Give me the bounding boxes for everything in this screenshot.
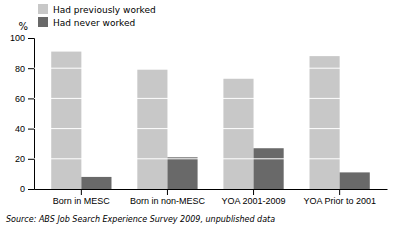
- bar: [81, 177, 111, 189]
- y-tick-label: 20: [15, 154, 25, 164]
- y-tick-mark: [28, 98, 34, 99]
- y-tick-label: 80: [15, 64, 25, 74]
- legend: Had previously worked Had never worked: [38, 4, 156, 28]
- grid-line: [34, 98, 387, 99]
- legend-label: Had never worked: [53, 18, 135, 28]
- bar: [167, 157, 197, 189]
- x-tick: YOA 2001-2009: [222, 189, 286, 206]
- x-tick-label: Born in MESC: [53, 196, 111, 206]
- x-axis: Born in MESC Born in non-MESC YOA 2001-200…: [35, 189, 388, 206]
- grid-line: [34, 68, 387, 69]
- bar: [137, 70, 167, 189]
- y-tick-label: 60: [15, 94, 25, 104]
- y-tick: 0: [20, 184, 34, 194]
- y-axis-line: [28, 39, 35, 190]
- x-tick: Born in non-MESC: [130, 189, 206, 206]
- x-tick-mark: [339, 189, 340, 195]
- grid-line: [34, 128, 387, 129]
- y-tick-label: 40: [15, 124, 25, 134]
- legend-item: Had previously worked: [38, 4, 156, 15]
- x-tick-label: YOA 2001-2009: [222, 196, 286, 206]
- series: [51, 52, 339, 189]
- grid-line: [34, 158, 387, 159]
- legend-swatch: [38, 4, 48, 14]
- bar: [223, 79, 253, 189]
- bar: [310, 56, 340, 189]
- source-note: Source: ABS Job Search Experience Survey…: [6, 215, 275, 224]
- bar: [51, 52, 81, 189]
- y-axis: 0 20 40 60 80 100: [10, 33, 35, 194]
- series: [81, 148, 369, 189]
- y-axis-title: %: [18, 21, 28, 32]
- y-tick-label: 100: [10, 33, 25, 43]
- y-tick-mark: [28, 68, 34, 69]
- x-tick: Born in MESC: [53, 189, 111, 206]
- y-tick-mark: [28, 129, 34, 130]
- x-tick-mark: [167, 189, 168, 195]
- y-tick: 100: [10, 33, 34, 43]
- bar: [340, 172, 370, 189]
- plot: 0 20 40 60 80 100 Born in MESC Born in non-MESC…: [10, 33, 388, 206]
- x-tick: YOA Prior to 2001: [303, 189, 376, 206]
- y-tick: 40: [15, 124, 34, 134]
- y-tick-mark: [28, 189, 34, 190]
- chart: 0 20 40 60 80 100 Born in MESC Born in non-MESC…: [0, 0, 397, 227]
- legend-swatch: [38, 17, 48, 27]
- x-tick-label: Born in non-MESC: [130, 196, 206, 206]
- y-tick-mark: [28, 159, 34, 160]
- y-tick-label: 0: [20, 184, 25, 194]
- x-tick-label: YOA Prior to 2001: [303, 196, 376, 206]
- bar: [254, 148, 284, 189]
- legend-label: Had previously worked: [53, 5, 156, 15]
- y-tick: 60: [15, 94, 34, 104]
- y-tick-mark: [28, 38, 34, 39]
- legend-item: Had never worked: [38, 17, 135, 28]
- bars: [34, 52, 387, 189]
- x-tick-mark: [81, 189, 82, 195]
- x-axis-line: [35, 189, 388, 190]
- y-tick: 20: [15, 154, 34, 164]
- x-tick-mark: [253, 189, 254, 195]
- y-tick: 80: [15, 64, 34, 74]
- grid: [34, 68, 387, 159]
